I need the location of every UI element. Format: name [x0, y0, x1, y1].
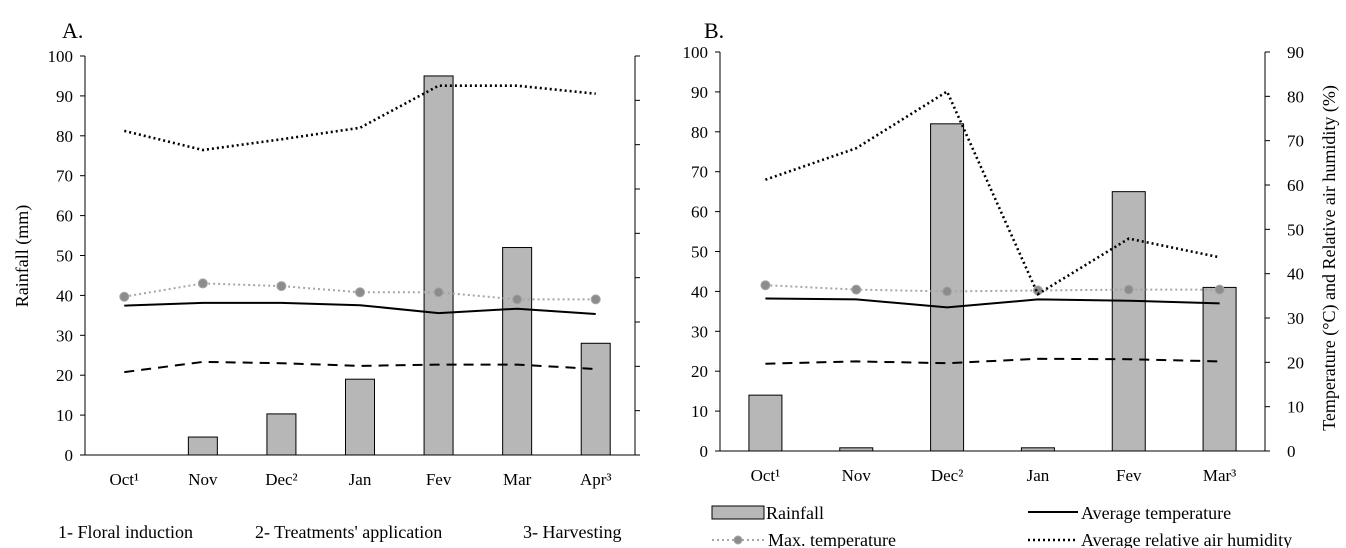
- panel-b-max-temp-point: [851, 284, 862, 295]
- footnote-3: 3- Harvesting: [523, 522, 621, 542]
- chart-a: A. Rainfall (mm) 0 10 20 30 40 50 60 70 80 90 100 O…: [12, 18, 640, 489]
- panel-a-ytick-label: 20: [56, 366, 73, 385]
- panel-a-max-temp-point: [512, 294, 523, 305]
- panel-b-rainfall-bar: [1020, 447, 1055, 452]
- panel-b-xtick-label: Oct¹: [751, 466, 781, 485]
- panel-a-ytick-label: 70: [56, 167, 73, 186]
- panel-b-y2tick-label: 50: [1287, 220, 1304, 239]
- panel-b-y2tick-label: 20: [1287, 353, 1304, 372]
- panel-b-rainfall-bar: [839, 447, 874, 452]
- panel-a-xtick-label: Oct¹: [109, 470, 139, 489]
- panel-b-max-temp-point: [1214, 284, 1225, 295]
- panel-b-max-temp-point: [1123, 284, 1134, 295]
- panel-a-max-temp-point: [433, 287, 444, 298]
- panel-a-max-temp-point: [119, 291, 130, 302]
- legend-label-rainfall: Rainfall: [766, 503, 824, 523]
- panel-b-ytick-label: 50: [691, 243, 708, 262]
- chart-b: B. Temperature (°C) and Relative air hum…: [683, 18, 1341, 485]
- panel-b-xtick-label: Fev: [1116, 466, 1142, 485]
- panel-a-ytick-label: 40: [56, 286, 73, 305]
- legend-label-humidity: Average relative air humidity: [1081, 530, 1292, 548]
- footnote-2: 2- Treatments' application: [255, 522, 442, 542]
- panel-b-rainfall-bar: [1111, 191, 1146, 452]
- panel-b-ytick-label: 100: [683, 43, 709, 62]
- panel-b-ytick-label: 80: [691, 123, 708, 142]
- panel-b-ytick-label: 60: [691, 203, 708, 222]
- panel-a-rainfall-bar: [266, 413, 297, 456]
- panel-b-max-temp-line: [765, 284, 1220, 293]
- panel-a-avg-temp-line: [124, 301, 596, 315]
- panel-b-xtick-label: Mar³: [1203, 466, 1236, 485]
- panel-b-max-temp-point: [942, 286, 953, 297]
- panel-b-ytick-label: 70: [691, 163, 708, 182]
- panel-a-xtick-label: Dec²: [265, 470, 297, 489]
- panel-a-rainfall-bar: [580, 342, 611, 456]
- legend-label-max-temp: Max. temperature: [768, 530, 896, 548]
- panel-b-xtick-label: Jan: [1027, 466, 1050, 485]
- panel-b-y2tick-label: 30: [1287, 309, 1304, 328]
- panel-a-ytick-label: 50: [56, 247, 73, 266]
- panel-a-ytick-label: 60: [56, 207, 73, 226]
- panel-a-max-temp-point: [355, 287, 365, 298]
- panel-b-y2tick-label: 80: [1287, 87, 1304, 106]
- panel-b-ytick-label: 10: [691, 402, 708, 421]
- panel-a-rainfall-bar: [345, 378, 375, 456]
- panel-a-rainfall-bar: [502, 247, 533, 456]
- panel-a-min-temp-line: [124, 360, 596, 374]
- panel-a-ytick-label: 100: [48, 47, 74, 66]
- panel-a-xtick-label: Fev: [426, 470, 452, 489]
- panel-b-y2label: Temperature (°C) and Relative air humidi…: [1319, 85, 1340, 431]
- panel-a-max-temp-point: [590, 294, 601, 305]
- panel-a-humidity-line: [123, 84, 596, 152]
- panel-a-ytick-label: 10: [56, 406, 73, 425]
- panel-b-y2tick-label: 70: [1287, 132, 1304, 151]
- panel-b-ytick-label: 40: [691, 282, 708, 301]
- panel-a-xtick-label: Apr³: [580, 470, 612, 489]
- legend-marker-max-temp: [733, 535, 743, 545]
- panel-a-xtick-label: Mar: [503, 470, 532, 489]
- panel-b-y2tick-label: 60: [1287, 176, 1304, 195]
- footnote-1: 1- Floral induction: [58, 522, 193, 542]
- panel-a-ytick-label: 80: [56, 127, 73, 146]
- legend-swatch-rainfall: [711, 505, 765, 520]
- panel-b-y2tick-label: 40: [1287, 265, 1304, 284]
- panel-a-ytick-label: 90: [56, 87, 73, 106]
- panel-b-ytick-label: 30: [691, 322, 708, 341]
- footnotes: 1- Floral induction 2- Treatments' appli…: [58, 522, 621, 542]
- panel-a-label: A.: [62, 18, 83, 43]
- panel-a-ylabel: Rainfall (mm): [12, 205, 33, 307]
- panel-a-ytick-label: 0: [65, 446, 74, 465]
- panel-b-ytick-label: 0: [700, 442, 709, 461]
- panel-b-humidity-line: [764, 89, 1220, 296]
- panel-a-rainfall-bar: [423, 75, 454, 456]
- panel-a-max-temp-point: [276, 281, 287, 292]
- panel-b-avg-temp-line: [765, 297, 1220, 309]
- panel-b-rainfall-bar: [748, 394, 783, 452]
- panel-b-y2tick-label: 90: [1287, 43, 1304, 62]
- panel-b-xtick-label: Dec²: [931, 466, 963, 485]
- panel-b-rainfall-bar: [1202, 286, 1237, 452]
- panel-b-xtick-label: Nov: [842, 466, 872, 485]
- panel-a-max-temp-point: [197, 278, 208, 289]
- panel-b-ytick-label: 20: [691, 362, 708, 381]
- legend: Rainfall Average temperature Max. temper…: [711, 503, 1292, 548]
- panel-a-xtick-label: Nov: [188, 470, 218, 489]
- legend-label-avg-temp: Average temperature: [1081, 503, 1231, 523]
- panel-b-max-temp-point: [760, 280, 771, 291]
- panel-b-label: B.: [704, 18, 724, 43]
- panel-b-y2tick-label: 0: [1287, 442, 1296, 461]
- panel-b-min-temp-line: [765, 357, 1220, 365]
- panel-a-rainfall-bar: [187, 436, 218, 456]
- panel-b-ytick-label: 90: [691, 83, 708, 102]
- panel-b-y2tick-label: 10: [1287, 398, 1304, 417]
- panel-a-ytick-label: 30: [56, 326, 73, 345]
- panel-a-xtick-label: Jan: [349, 470, 372, 489]
